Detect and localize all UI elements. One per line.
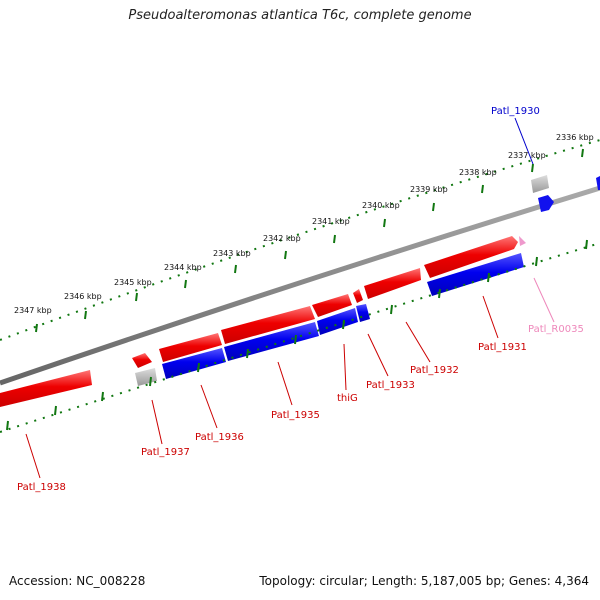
label-patl-1933[interactable]: Patl_1933	[366, 380, 415, 391]
tick-label-2336: 2336 kbp	[556, 133, 594, 142]
gene-thig-forward[interactable]	[221, 306, 315, 344]
tick-label-2346: 2346 kbp	[64, 292, 102, 301]
rna-patl-r0035[interactable]	[519, 236, 526, 246]
genome-backbone	[0, 185, 600, 386]
gene-patl-1933-reverse[interactable]	[356, 304, 370, 322]
leader-patl-1933	[367, 333, 389, 377]
label-patl-1932[interactable]: Patl_1932	[410, 365, 459, 376]
tick-label-2343: 2343 kbp	[213, 249, 251, 258]
gene-patl-1936-reverse[interactable]	[162, 348, 226, 379]
label-patl-1931[interactable]: Patl_1931	[478, 342, 527, 353]
gene-patl-1935-forward[interactable]	[159, 333, 222, 362]
leader-patl-1938	[25, 433, 41, 479]
leader-patl-1936	[200, 384, 218, 429]
label-patl-1936[interactable]: Patl_1936	[195, 432, 244, 443]
leader-patl-r0035	[533, 277, 555, 323]
tick-label-2339: 2339 kbp	[410, 185, 448, 194]
gene-small-forward[interactable]	[353, 289, 363, 303]
leader-patl-1931	[482, 295, 499, 339]
tick-label-2338: 2338 kbp	[459, 168, 497, 177]
tick-label-2337: 2337 kbp	[508, 151, 546, 160]
tick-label-2340: 2340 kbp	[362, 201, 400, 210]
leader-thig	[343, 343, 347, 391]
pseudo-gene-patl-1930[interactable]	[531, 175, 549, 193]
label-patl-1938[interactable]: Patl_1938	[17, 482, 66, 493]
gene-patl-1936-forward[interactable]	[132, 353, 152, 368]
gene-patl-1931-reverse[interactable]	[427, 253, 524, 296]
outer-scale-major-ticks	[35, 148, 584, 333]
outer-scale-track	[0, 139, 600, 341]
leader-patl-1930	[514, 117, 534, 165]
tick-label-2345: 2345 kbp	[114, 278, 152, 287]
map-title: Pseudoalteromonas atlantica T6c, complet…	[128, 8, 472, 23]
accession-text: Accession: NC_008228	[9, 574, 146, 588]
label-patl-r0035[interactable]: Patl_R0035	[528, 324, 584, 335]
pseudo-gene-patl-1937[interactable]	[135, 368, 157, 386]
leader-patl-1935	[277, 361, 293, 406]
tick-label-2341: 2341 kbp	[312, 217, 350, 226]
tick-label-2342: 2342 kbp	[263, 234, 301, 243]
leader-patl-1937	[151, 399, 163, 445]
gene-patl-1932-forward[interactable]	[364, 268, 421, 299]
gene-patl-1930[interactable]	[538, 195, 554, 212]
label-patl-1935[interactable]: Patl_1935	[271, 410, 320, 421]
label-patl-1930[interactable]: Patl_1930	[491, 106, 540, 117]
label-patl-1937[interactable]: Patl_1937	[141, 447, 190, 458]
gene-patl-1933-forward[interactable]	[312, 294, 352, 317]
tick-label-2347: 2347 kbp	[14, 306, 52, 315]
genome-summary-text: Topology: circular; Length: 5,187,005 bp…	[259, 574, 589, 588]
label-thig[interactable]: thiG	[337, 393, 358, 404]
tick-label-2344: 2344 kbp	[164, 263, 202, 272]
gene-edge-right[interactable]	[596, 176, 600, 190]
leader-patl-1932	[405, 321, 431, 363]
gene-patl-1938-forward[interactable]	[0, 370, 92, 407]
inner-scale-major-ticks	[6, 239, 588, 431]
gene-patl-1931-forward[interactable]	[424, 236, 518, 278]
inner-scale-track	[0, 242, 600, 433]
